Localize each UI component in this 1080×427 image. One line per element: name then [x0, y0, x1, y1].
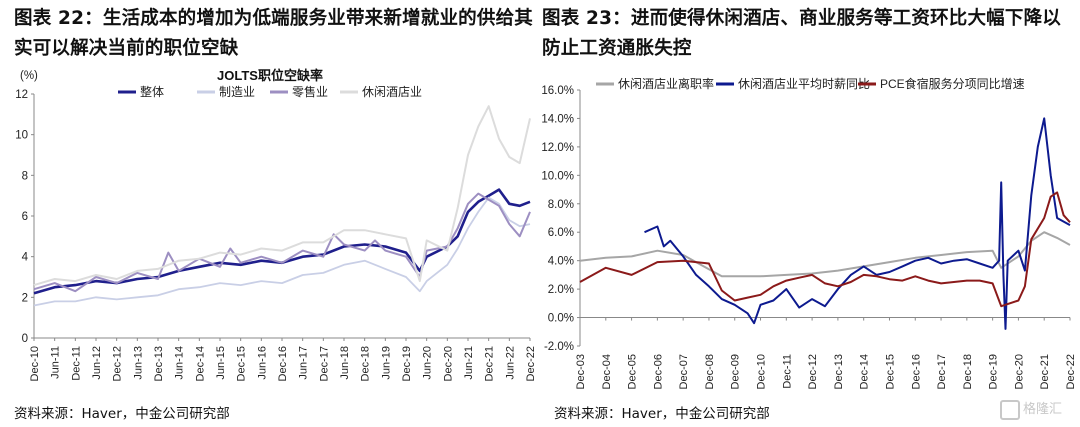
y-tick-label: 12 [15, 89, 28, 101]
legend-label: 整体 [140, 84, 164, 99]
x-tick-label: Dec-11 [70, 346, 82, 381]
x-tick-label: Dec-03 [575, 354, 587, 389]
series-line-1 [33, 188, 531, 295]
series-line-3 [579, 191, 1071, 308]
x-tick-label: Jun-21 [463, 346, 475, 380]
x-tick-label: Dec-18 [962, 354, 974, 389]
x-tick-label: Jun-20 [422, 346, 434, 380]
y-tick-label: 4.0% [548, 256, 574, 268]
series-line-2 [644, 117, 1071, 330]
right-chart-title: 图表 23：进而使得休闲酒店、商业服务等工资环比大幅下降以防止工资通胀失控 [542, 8, 1061, 59]
x-tick-label: Jun-12 [91, 346, 103, 380]
y-tick-label: 16.0% [541, 85, 574, 97]
legend-label: 休闲酒店业离职率 [618, 76, 714, 91]
x-tick-label: Jun-14 [174, 346, 186, 380]
y-tick-label: 2 [22, 292, 28, 304]
legend-label: PCE食宿服务分项同比增速 [880, 76, 1025, 91]
watermark-logo: 格隆汇 [1000, 398, 1072, 422]
x-tick-label: Dec-10 [29, 346, 41, 381]
left-chart-panel: 图表 22：生活成本的增加为低端服务业带来新增就业的供给其实可以解决当前的职位空… [14, 8, 537, 422]
series-line-1 [579, 231, 1071, 278]
x-tick-label: Dec-09 [730, 354, 742, 389]
y-tick-label: 10.0% [541, 170, 574, 182]
legend-label: 休闲酒店业 [362, 85, 422, 99]
x-tick-label: Dec-19 [401, 346, 413, 381]
x-tick-label: Dec-04 [601, 354, 613, 389]
x-tick-label: Dec-17 [936, 354, 948, 389]
y-tick-label: 8.0% [548, 199, 574, 211]
x-tick-label: Jun-15 [215, 346, 227, 380]
y-unit-label: (%) [20, 70, 38, 82]
jolts-vacancy-rate-chart: (%) JOLTS职位空缺率 0 2 4 6 8 10 12 Dec-10 Jun-11 Dec-11… [15, 68, 537, 381]
y-tick-label: 0.0% [548, 313, 574, 325]
x-tick-label: Dec-07 [678, 354, 690, 389]
watermark-text: 格隆汇 [1023, 402, 1063, 417]
series-line-2 [33, 196, 531, 307]
legend-label: 制造业 [219, 85, 255, 99]
y-tick-label: 6.0% [548, 227, 574, 239]
x-tick-label: Dec-22 [1065, 354, 1077, 389]
x-tick-label: Dec-12 [112, 346, 124, 381]
x-tick-label: Dec-21 [1039, 354, 1051, 389]
right-chart-panel: 图表 23：进而使得休闲酒店、商业服务等工资环比大幅下降以防止工资通胀失控 -2… [540, 0, 1080, 427]
x-tick-label: Jun-18 [339, 346, 351, 380]
x-tick-label: Dec-13 [153, 346, 165, 381]
x-tick-label: Dec-22 [525, 346, 537, 381]
x-tick-label: Dec-16 [910, 354, 922, 389]
x-tick-label: Dec-14 [194, 346, 206, 381]
x-tick-label: Jun-19 [380, 346, 392, 380]
series-line-3 [33, 192, 531, 293]
x-tick-label: Jun-17 [298, 346, 310, 380]
x-tick-label: Dec-20 [442, 346, 454, 381]
x-tick-label: Dec-15 [884, 354, 896, 389]
y-tick-label: 0 [22, 333, 28, 345]
x-tick-label: Dec-15 [236, 346, 248, 381]
x-tick-label: Dec-20 [1013, 354, 1025, 389]
legend-label: 休闲酒店业平均时薪同比 [738, 77, 870, 91]
legend-label: 零售业 [292, 84, 328, 99]
x-tick-label: Dec-17 [318, 346, 330, 381]
y-tick-label: -2.0% [544, 341, 574, 353]
y-tick-label: 2.0% [548, 284, 574, 296]
series-line-4 [33, 105, 531, 287]
y-tick-label: 10 [15, 130, 28, 142]
y-tick-label: 4 [22, 252, 29, 264]
chart-title: JOLTS职位空缺率 [217, 68, 323, 83]
x-tick-label: Dec-16 [277, 346, 289, 381]
x-tick-label: Dec-14 [859, 354, 871, 389]
y-tick-label: 6 [22, 211, 28, 223]
x-tick-label: Dec-11 [781, 354, 793, 389]
y-tick-label: 8 [22, 170, 28, 182]
right-chart-source: 资料来源：Haver，中金公司研究部 [554, 406, 770, 422]
x-tick-label: Dec-05 [627, 354, 639, 389]
x-tick-label: Dec-12 [807, 354, 819, 389]
left-chart-source: 资料来源：Haver，中金公司研究部 [14, 406, 230, 422]
left-chart-title: 图表 22：生活成本的增加为低端服务业带来新增就业的供给其实可以解决当前的职位空… [14, 8, 533, 59]
x-tick-label: Jun-13 [132, 346, 144, 380]
y-tick-label: 12.0% [541, 142, 574, 154]
x-tick-label: Dec-18 [360, 346, 372, 381]
x-tick-label: Dec-06 [652, 354, 664, 389]
x-tick-label: Jun-16 [256, 346, 268, 380]
x-tick-label: Dec-10 [756, 354, 768, 389]
x-tick-label: Dec-21 [484, 346, 496, 381]
x-tick-label: Jun-11 [50, 346, 62, 379]
x-tick-label: Dec-13 [833, 354, 845, 389]
wage-growth-chart: -2.0% 0.0% 2.0% 4.0% 6.0% 8.0% 10.0% 12.0% 14.0%… [541, 76, 1077, 389]
x-tick-label: Dec-19 [988, 354, 1000, 389]
x-tick-label: Dec-08 [704, 354, 716, 389]
y-tick-label: 14.0% [541, 113, 574, 125]
watermark-icon [1000, 399, 1020, 420]
x-tick-label: Jun-22 [504, 346, 516, 380]
